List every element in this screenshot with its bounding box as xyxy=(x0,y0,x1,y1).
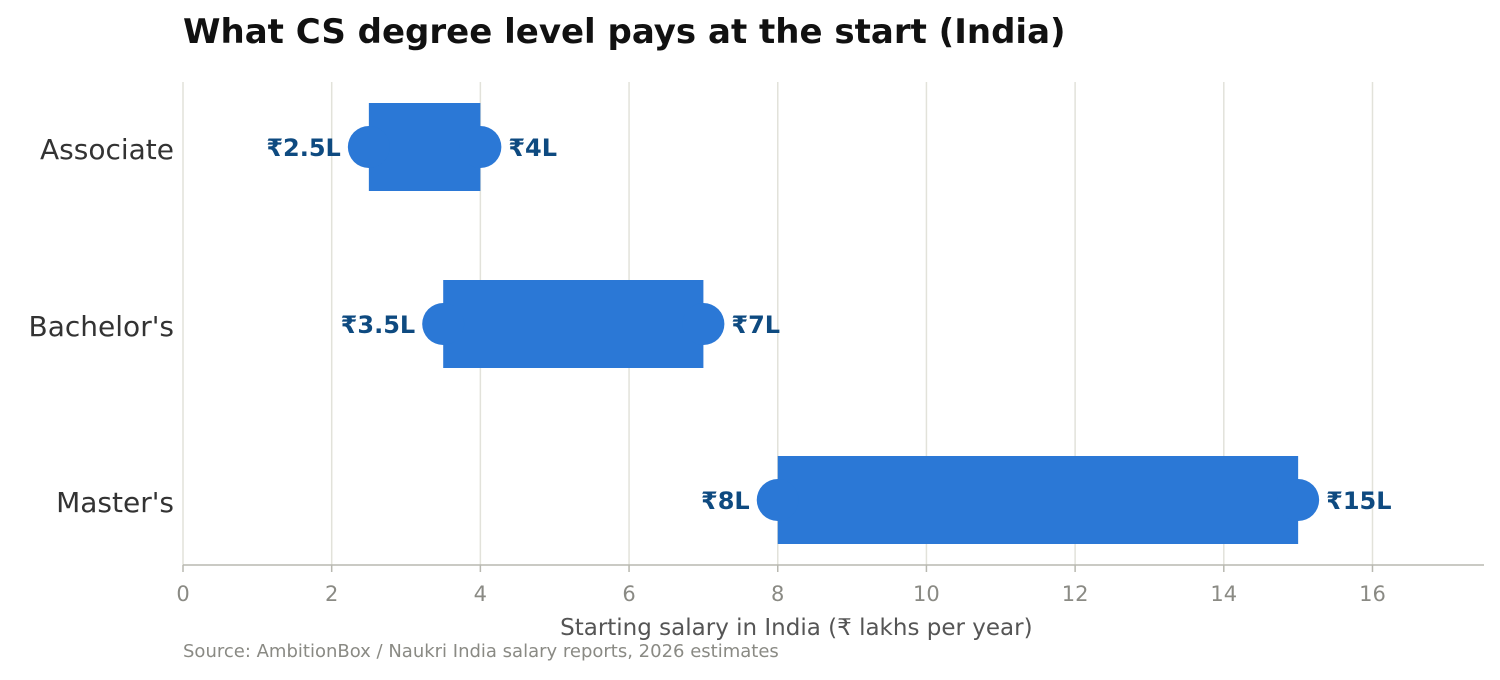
x-tick-label: 2 xyxy=(325,582,338,606)
range-bar xyxy=(443,280,704,368)
x-tick-label: 4 xyxy=(474,582,487,606)
range-high-cap xyxy=(459,126,502,168)
category-label: Bachelor's xyxy=(29,310,174,343)
range-high-label: ₹15L xyxy=(1326,487,1391,515)
category-label: Associate xyxy=(40,133,174,166)
x-tick-label: 0 xyxy=(176,582,189,606)
range-bar xyxy=(777,456,1299,544)
range-high-label: ₹4L xyxy=(508,134,557,162)
x-tick-label: 6 xyxy=(622,582,635,606)
range-high-label: ₹7L xyxy=(731,311,780,339)
range-low-cap xyxy=(422,303,465,345)
x-tick-label: 12 xyxy=(1062,582,1089,606)
range-low-label: ₹8L xyxy=(701,487,750,515)
x-tick-label: 10 xyxy=(913,582,940,606)
x-tick-label: 16 xyxy=(1359,582,1386,606)
range-high-cap xyxy=(1277,479,1320,521)
range-low-cap xyxy=(756,479,799,521)
x-tick-label: 14 xyxy=(1210,582,1237,606)
chart-title: What CS degree level pays at the start (… xyxy=(183,12,1066,52)
range-low-cap xyxy=(347,126,390,168)
range-low-label: ₹2.5L xyxy=(266,134,341,162)
source-note: Source: AmbitionBox / Naukri India salar… xyxy=(183,641,779,662)
x-axis-label: Starting salary in India (₹ lakhs per ye… xyxy=(560,615,1032,641)
x-tick-label: 8 xyxy=(771,582,784,606)
range-low-label: ₹3.5L xyxy=(341,311,416,339)
category-label: Master's xyxy=(56,486,174,519)
range-high-cap xyxy=(682,303,725,345)
